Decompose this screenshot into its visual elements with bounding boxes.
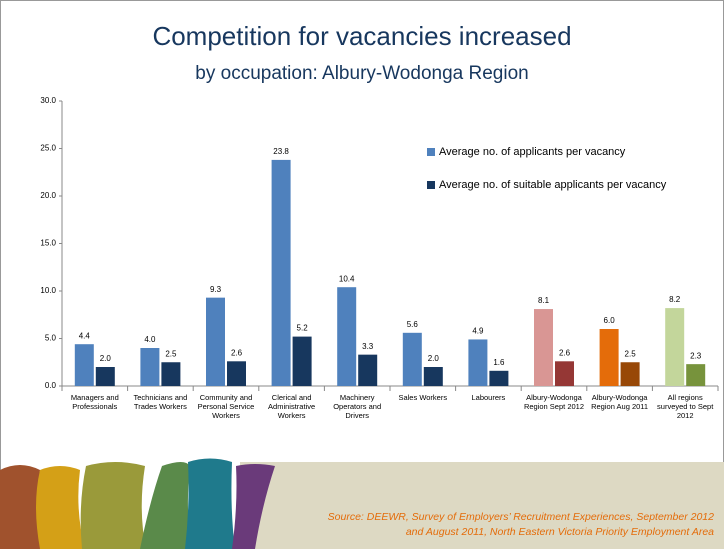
y-tick-label: 20.0	[40, 191, 56, 200]
value-label: 4.9	[472, 327, 484, 336]
value-label: 4.4	[79, 331, 91, 340]
value-label: 8.1	[538, 296, 550, 305]
value-label: 9.3	[210, 285, 222, 294]
x-tick-label: Technicians and Trades Workers	[128, 393, 194, 411]
source-text: Source: DEEWR, Survey of Employers’ Recr…	[328, 511, 714, 523]
chart-title: Competition for vacancies increased	[152, 21, 571, 51]
value-label: 23.8	[273, 147, 289, 156]
bar	[403, 333, 422, 386]
bar	[140, 348, 159, 386]
y-tick-label: 25.0	[40, 144, 56, 153]
x-tick-label: Labourers	[456, 393, 522, 402]
bar	[621, 362, 640, 386]
value-label: 8.2	[669, 295, 681, 304]
x-tick-label: Clerical and Administrative Workers	[259, 393, 325, 420]
x-tick-label: Managers and Professionals	[62, 393, 128, 411]
value-label: 4.0	[144, 335, 156, 344]
bar	[555, 361, 574, 386]
value-label: 5.2	[297, 324, 309, 333]
bar	[293, 337, 312, 386]
bar	[337, 287, 356, 386]
bar	[489, 371, 508, 386]
x-tick-label: Albury-Wodonga Region Sept 2012	[521, 393, 587, 411]
x-tick-label: Community and Personal Service Workers	[193, 393, 259, 420]
value-label: 5.6	[407, 320, 419, 329]
bar	[600, 329, 619, 386]
y-tick-label: 0.0	[45, 381, 57, 390]
value-label: 10.4	[339, 274, 355, 283]
bar	[206, 298, 225, 386]
bar	[227, 361, 246, 386]
bar	[424, 367, 443, 386]
value-label: 2.0	[100, 354, 112, 363]
value-label: 2.6	[559, 348, 571, 357]
legend-swatch	[427, 148, 435, 156]
x-tick-label: Machinery Operators and Drivers	[324, 393, 390, 420]
bar	[665, 308, 684, 386]
legend-label: Average no. of applicants per vacancy	[439, 146, 626, 158]
x-tick-label: Albury-Wodonga Region Aug 2011	[587, 393, 653, 411]
chart: Competition for vacancies increased by o…	[0, 0, 724, 549]
value-label: 1.6	[493, 358, 505, 367]
value-label: 2.5	[625, 349, 637, 358]
value-label: 2.3	[690, 351, 702, 360]
bar	[272, 160, 291, 386]
x-tick-label: Sales Workers	[390, 393, 456, 402]
decoration	[0, 459, 275, 549]
bar	[161, 362, 180, 386]
bar	[358, 355, 377, 386]
value-label: 6.0	[604, 316, 616, 325]
source-text: and August 2011, North Eastern Victoria …	[406, 526, 714, 538]
bar	[75, 344, 94, 386]
value-label: 2.0	[428, 354, 440, 363]
y-tick-label: 10.0	[40, 286, 56, 295]
value-label: 2.6	[231, 348, 243, 357]
legend-swatch	[427, 181, 435, 189]
value-label: 3.3	[362, 342, 374, 351]
y-tick-label: 30.0	[40, 96, 56, 105]
value-label: 2.5	[165, 349, 177, 358]
y-tick-label: 15.0	[40, 239, 56, 248]
slide: Competition for vacancies increased by o…	[0, 0, 724, 549]
y-tick-label: 5.0	[45, 334, 57, 343]
bar	[534, 309, 553, 386]
chart-subtitle: by occupation: Albury-Wodonga Region	[195, 63, 528, 84]
bar	[468, 339, 487, 386]
x-tick-label: All regions surveyed to Sept 2012	[652, 393, 718, 420]
legend-label: Average no. of suitable applicants per v…	[439, 179, 667, 191]
bar	[96, 367, 115, 386]
bar	[686, 364, 705, 386]
